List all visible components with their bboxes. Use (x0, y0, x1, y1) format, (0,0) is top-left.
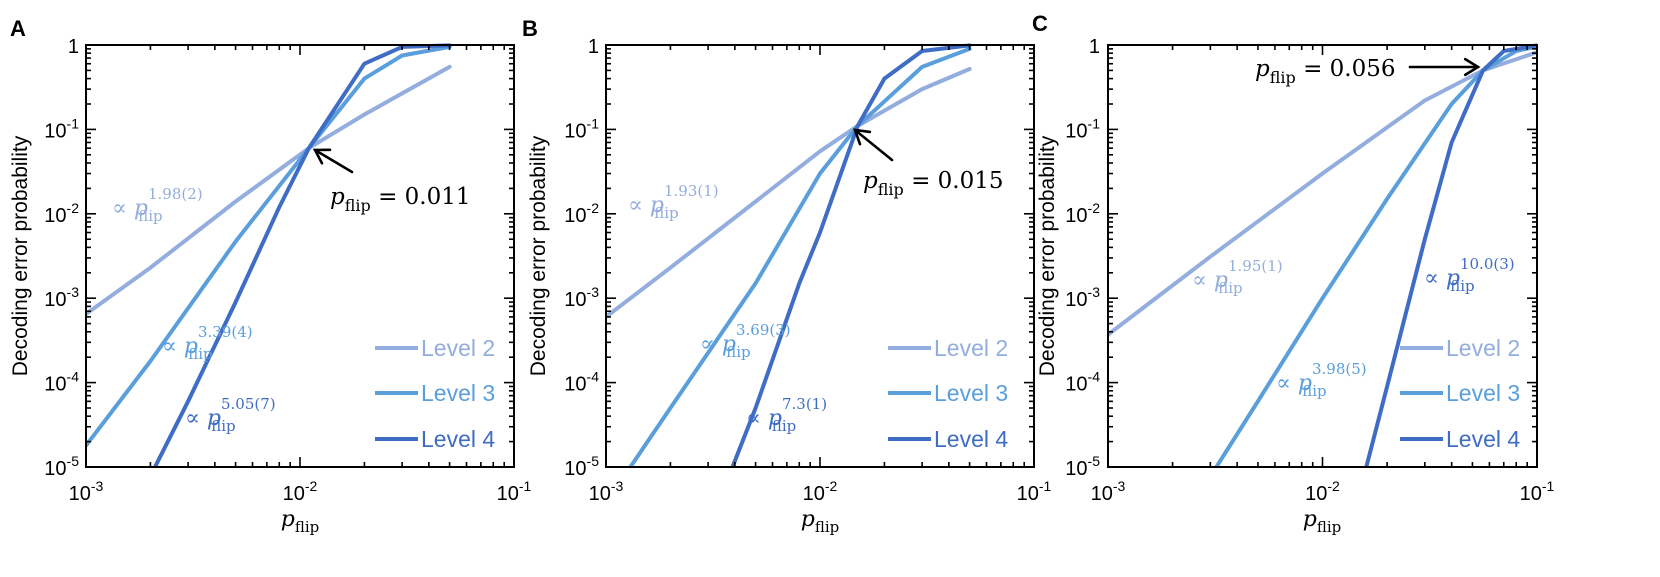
series-line-level-3 (628, 46, 972, 467)
x-tick-label: 10-2 (1305, 478, 1340, 505)
x-tick-label: 10-2 (803, 478, 838, 505)
threshold-label: pflip = 0.015 (863, 168, 1004, 199)
legend-label: Level 3 (1446, 380, 1520, 406)
panel-letter: A (10, 16, 26, 41)
axis-ticks (1107, 44, 1538, 468)
legend-label: Level 2 (934, 335, 1008, 361)
fit-annotation: ∝ p3.39(4) flip (162, 323, 253, 363)
y-tick-label: 10-1 (44, 115, 79, 142)
series-line-level-4 (153, 43, 452, 467)
y-tick-label: 10-2 (564, 200, 599, 227)
fit-annotation: ∝ p5.05(7) flip (185, 395, 276, 435)
arrow-shaft (853, 128, 894, 162)
series-line-level-3 (86, 44, 452, 448)
fit-annotation: ∝ p1.93(1) flip (628, 182, 719, 222)
arrow-head (1463, 57, 1481, 77)
series-lines (86, 43, 452, 467)
x-tick-label: 10-3 (69, 478, 104, 505)
threshold-label: pflip = 0.011 (330, 184, 471, 215)
y-tick-label: 10-4 (44, 369, 79, 396)
x-tick-label: 10-3 (589, 478, 624, 505)
panel-letter: B (522, 16, 538, 41)
x-tick-label: 10-1 (1520, 478, 1555, 505)
x-tick-label: 10-3 (1091, 478, 1126, 505)
legend-label: Level 4 (1446, 426, 1520, 452)
y-tick-label: 1 (588, 36, 599, 58)
fit-annotation: ∝ p1.98(2) flip (112, 185, 203, 225)
y-tick-label: 1 (1089, 36, 1100, 58)
y-tick-label: 10-5 (564, 453, 599, 480)
series-line-level-2 (86, 64, 452, 316)
arrow-head (312, 148, 332, 165)
y-tick-label: 10-3 (564, 284, 599, 311)
arrow-head (853, 128, 872, 146)
x-tick-label: 10-1 (1017, 478, 1052, 505)
y-tick-label: 10-2 (1065, 200, 1100, 227)
x-axis-label: pflip (801, 507, 840, 536)
legend-label: Level 4 (421, 426, 495, 452)
y-tick-label: 10-3 (44, 284, 79, 311)
y-tick-label: 1 (68, 36, 79, 58)
x-tick-label: 10-1 (497, 478, 532, 505)
y-tick-label: 10-1 (1065, 115, 1100, 142)
y-tick-label: 10-5 (44, 453, 79, 480)
series-line-level-2 (606, 67, 972, 319)
y-tick-label: 10-5 (1065, 453, 1100, 480)
threshold-label: pflip = 0.056 (1255, 56, 1396, 87)
series-line-level-4 (730, 43, 972, 467)
y-tick-label: 10-4 (564, 369, 599, 396)
legend: Level 2 Level 3 Level 4 (375, 335, 495, 452)
axis-ticks (85, 44, 515, 468)
series-lines (1108, 43, 1537, 467)
series-line-level-3 (1214, 44, 1537, 467)
y-axis-label: Decoding error probability (9, 135, 32, 376)
fit-annotation: ∝ p3.69(3) flip (700, 321, 791, 361)
series-line-level-4 (1364, 43, 1537, 467)
series-lines (606, 43, 972, 467)
axis-ticks (605, 44, 1035, 468)
fit-annotation: ∝ p7.3(1) flip (746, 395, 827, 435)
threshold-arrow (853, 128, 894, 162)
legend-label: Level 2 (421, 335, 495, 361)
fit-annotation: ∝ p10.0(3) flip (1424, 255, 1515, 295)
legend-label: Level 3 (934, 380, 1008, 406)
legend: Level 2 Level 3 Level 4 (888, 335, 1008, 452)
x-axis-label: pflip (281, 507, 320, 536)
legend-label: Level 2 (1446, 335, 1520, 361)
x-axis-label: pflip (1303, 507, 1342, 536)
threshold-arrow (312, 148, 354, 174)
threshold-arrow (1408, 57, 1481, 77)
y-axis-label: Decoding error probability (1036, 135, 1059, 376)
y-tick-label: 10-1 (564, 115, 599, 142)
y-tick-label: 10-2 (44, 200, 79, 227)
fit-annotation: ∝ p3.98(5) flip (1276, 360, 1367, 400)
legend-label: Level 3 (421, 380, 495, 406)
panel-letter: C (1032, 11, 1048, 36)
fit-annotation: ∝ p1.95(1) flip (1192, 257, 1283, 297)
legend: Level 2 Level 3 Level 4 (1400, 335, 1520, 452)
arrow-shaft (313, 148, 354, 174)
x-tick-label: 10-2 (283, 478, 318, 505)
y-tick-label: 10-4 (1065, 369, 1100, 396)
legend-label: Level 4 (934, 426, 1008, 452)
y-tick-label: 10-3 (1065, 284, 1100, 311)
y-axis-label: Decoding error probability (527, 135, 550, 376)
